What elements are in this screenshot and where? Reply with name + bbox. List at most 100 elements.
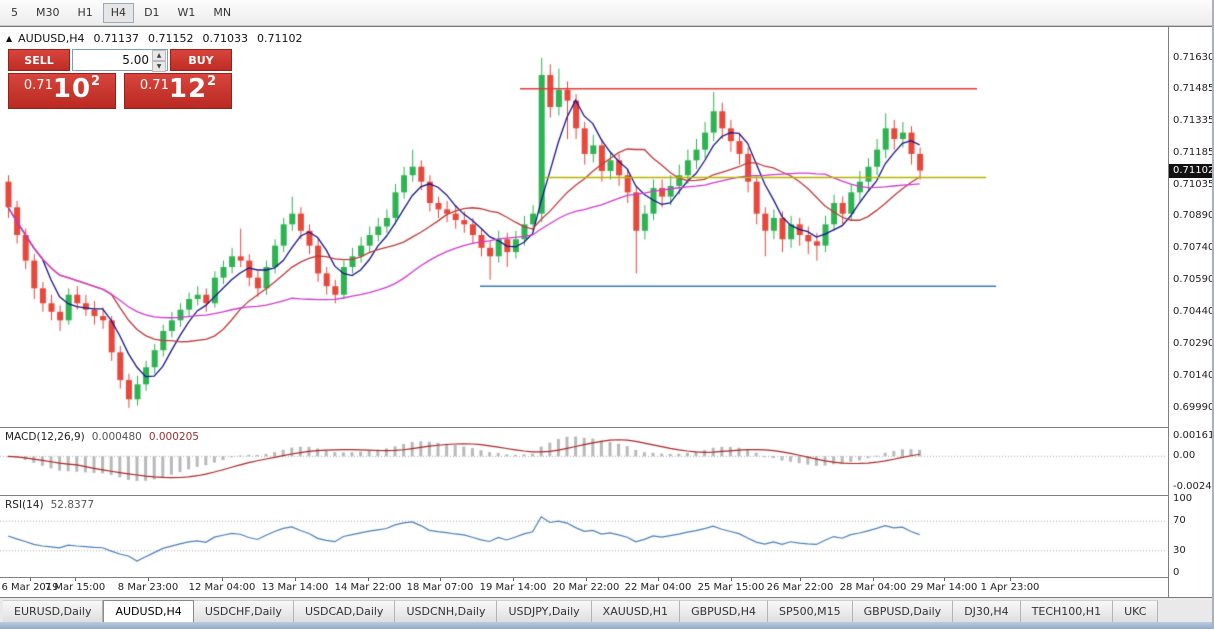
time-tick (513, 578, 514, 581)
price-axis[interactable]: 0.71102 0.71630 0.71485 0.71335 0.71185 0.71… (1169, 27, 1214, 597)
price-axis-label: 0.70290 (1173, 337, 1214, 349)
price-axis-label: 0.71335 (1173, 114, 1214, 126)
time-tick (30, 578, 31, 581)
price-axis-label: 0.70740 (1173, 241, 1214, 253)
chart-tab-usdjpy-daily[interactable]: USDJPY,Daily (497, 600, 592, 622)
chart-tab-usdcnh-daily[interactable]: USDCNH,Daily (395, 600, 498, 622)
timeframe-button-w1[interactable]: W1 (170, 3, 204, 23)
one-click-trading-panel: SELL 5.00 ▲ ▼ BUY 0.71102 0.71122 (8, 49, 232, 109)
timeframe-button-m30[interactable]: M30 (28, 3, 68, 23)
time-axis-label: 26 Mar 22:00 (766, 582, 834, 593)
window-bottom-edge (0, 622, 1212, 629)
time-axis-label: 13 Mar 14:00 (261, 582, 329, 593)
timeframe-button-d1[interactable]: D1 (136, 3, 167, 23)
time-axis-label: 7 Mar 15:00 (44, 582, 106, 593)
time-axis-line (0, 577, 1212, 578)
macd-axis-label: 0.00 (1173, 450, 1196, 462)
macd-label: MACD(12,26,9) (5, 431, 85, 443)
macd-canvas[interactable] (0, 428, 1168, 495)
rsi-header: RSI(14) 52.8377 (5, 499, 94, 511)
volume-spinner[interactable]: 5.00 ▲ ▼ (72, 49, 168, 72)
chart-tab-audusd-h4[interactable]: AUDUSD,H4 (103, 600, 194, 622)
panel-divider[interactable] (0, 427, 1212, 428)
timeframe-button-5[interactable]: 5 (3, 3, 26, 23)
time-tick (873, 578, 874, 581)
chart-tab-eurusd-daily[interactable]: EURUSD,Daily (3, 600, 104, 622)
rsi-axis-label: 30 (1173, 544, 1186, 556)
macd-header: MACD(12,26,9) 0.000480 0.000205 (5, 431, 199, 443)
sell-price-display[interactable]: 0.71102 (8, 73, 116, 109)
chart-tab-xauusd-h1[interactable]: XAUUSD,H1 (591, 600, 681, 622)
chart-tab-gbpusd-h4[interactable]: GBPUSD,H4 (680, 600, 769, 622)
time-tick (295, 578, 296, 581)
macd-signal-value: 0.000205 (148, 431, 199, 443)
time-axis-label: 18 Mar 07:00 (406, 582, 474, 593)
chart-tab-usdchf-daily[interactable]: USDCHF,Daily (193, 600, 294, 622)
sell-price-prefix: 0.71 (23, 78, 53, 93)
buy-price-display[interactable]: 0.71122 (124, 73, 232, 109)
price-axis-separator (1168, 27, 1169, 597)
time-tick (1010, 578, 1011, 581)
chart-tab-bar: EURUSD,Daily AUDUSD,H4 USDCHF,Daily USDCAD,… (0, 600, 1212, 622)
price-axis-label: 0.71185 (1173, 146, 1214, 158)
time-tick (944, 578, 945, 581)
chart-tab-tech100-h1[interactable]: TECH100,H1 (1020, 600, 1114, 622)
chart-tab-ukc[interactable]: UKC (1113, 600, 1159, 622)
time-axis-label: 29 Mar 14:00 (910, 582, 978, 593)
chart-tab-gbpusd-daily[interactable]: GBPUSD,Daily (852, 600, 954, 622)
timeframe-button-mn[interactable]: MN (205, 3, 239, 23)
rsi-canvas[interactable] (0, 496, 1168, 577)
time-axis-label: 6 Mar 2019 (1, 582, 59, 593)
low-value: 0.71033 (202, 32, 248, 45)
close-value: 0.71102 (256, 32, 303, 45)
time-axis-label: 12 Mar 04:00 (188, 582, 256, 593)
current-price-badge: 0.71102 (1169, 163, 1212, 178)
macd-axis-label: 0.001615 (1173, 430, 1214, 441)
time-axis-label: 28 Mar 04:00 (839, 582, 907, 593)
time-axis[interactable]: 6 Mar 2019 7 Mar 15:00 8 Mar 23:00 12 Mar 0… (0, 578, 1168, 596)
high-value: 0.71152 (147, 32, 194, 45)
price-axis-label: 0.70590 (1173, 273, 1214, 285)
timeframe-button-h4[interactable]: H4 (102, 2, 135, 23)
buy-button[interactable]: BUY (170, 49, 232, 71)
time-tick (148, 578, 149, 581)
buy-price-point: 2 (207, 74, 217, 89)
time-tick (440, 578, 441, 581)
price-axis-label: 0.70140 (1173, 369, 1214, 381)
time-tick (222, 578, 223, 581)
rsi-value: 52.8377 (50, 499, 95, 511)
sell-price-point: 2 (91, 74, 101, 89)
time-axis-label: 20 Mar 22:00 (552, 582, 620, 593)
chart-tab-usdcad-daily[interactable]: USDCAD,Daily (293, 600, 396, 622)
sell-price-pips: 10 (52, 74, 92, 104)
time-axis-label: 19 Mar 14:00 (479, 582, 547, 593)
chart-tab-sp500-m15[interactable]: SP500,M15 (768, 600, 853, 622)
rsi-axis-label: 100 (1173, 493, 1193, 504)
chart-tab-dj30-h4[interactable]: DJ30,H4 (953, 600, 1021, 622)
price-axis-label: 0.69990 (1173, 401, 1214, 413)
price-axis-label: 0.71630 (1173, 51, 1214, 63)
toolbar: 5 M30 H1 H4 D1 W1 MN (0, 0, 1212, 26)
timeframe-bar: 5 M30 H1 H4 D1 W1 MN (2, 2, 240, 23)
volume-down-icon[interactable]: ▼ (152, 61, 166, 72)
buy-price-prefix: 0.71 (139, 78, 169, 93)
price-axis-label: 0.71485 (1173, 82, 1214, 94)
chart-window: ▲ AUDUSD,H4 0.71137 0.71152 0.71033 0.71… (0, 26, 1214, 598)
triangle-up-icon: ▲ (6, 34, 13, 43)
volume-up-icon[interactable]: ▲ (152, 50, 166, 61)
rsi-label: RSI(14) (5, 499, 44, 511)
volume-field[interactable]: 5.00 (122, 53, 149, 67)
open-value: 0.71137 (93, 32, 139, 45)
symbol-ohlc-line: ▲ AUDUSD,H4 0.71137 0.71152 0.71033 0.71… (6, 32, 302, 45)
symbol-name: AUDUSD,H4 (18, 32, 85, 45)
price-axis-label: 0.71035 (1173, 178, 1214, 190)
price-axis-label: 0.70890 (1173, 209, 1214, 221)
time-tick (658, 578, 659, 581)
time-tick (75, 578, 76, 581)
timeframe-button-h1[interactable]: H1 (70, 3, 101, 23)
panel-divider[interactable] (0, 495, 1212, 496)
sell-button[interactable]: SELL (8, 49, 70, 71)
buy-price-pips: 12 (168, 74, 208, 104)
time-tick (368, 578, 369, 581)
